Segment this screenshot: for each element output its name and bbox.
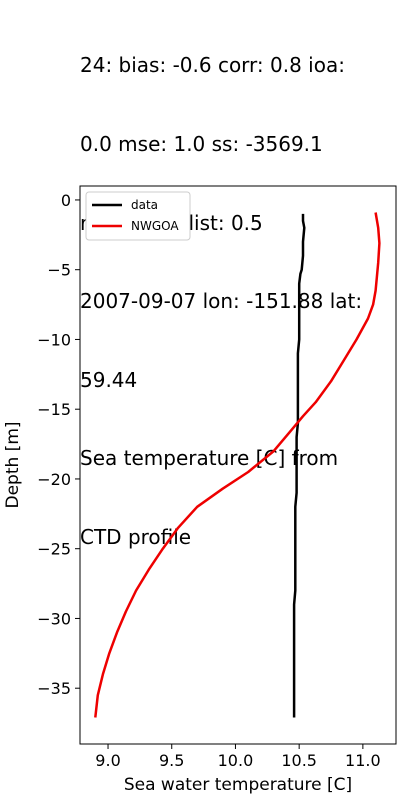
title-line: 0.0 mse: 1.0 ss: -3569.1 — [80, 132, 323, 156]
y-tick-label: −30 — [37, 609, 71, 628]
series-line-nwgoa — [94, 212, 381, 718]
y-axis-label: Depth [m] — [3, 421, 23, 508]
y-tick-label: −5 — [47, 261, 71, 280]
y-tick-label: −15 — [37, 400, 71, 419]
y-tick-label: 0 — [61, 191, 71, 210]
x-tick-label: 11.0 — [345, 751, 381, 770]
x-tick-label: 10.5 — [281, 751, 317, 770]
y-tick-label: −35 — [37, 679, 71, 698]
legend: data NWGOA — [85, 191, 191, 241]
y-tick-label: −10 — [37, 330, 71, 349]
x-axis-label: Sea water temperature [C] — [124, 775, 352, 795]
series-layer — [94, 212, 381, 718]
title-line: 24: bias: -0.6 corr: 0.8 ioa: — [80, 53, 345, 78]
axes-frame — [79, 185, 397, 745]
x-tick-label: 9.5 — [159, 751, 184, 770]
y-axis: 0 −5 −10 −15 −20 −25 −30 −35 — [37, 191, 80, 698]
y-tick-label: −25 — [37, 540, 71, 559]
x-tick-label: 9.0 — [95, 751, 120, 770]
title-line: 59.44 — [80, 367, 138, 392]
title-line: Sea temperature [C] from — [80, 446, 339, 471]
title-line: 2007-09-07 lon: -151.88 lat: — [80, 289, 363, 314]
legend-label-data: data — [131, 198, 158, 212]
series-line-data — [292, 213, 306, 718]
chart-title: 24: bias: -0.6 corr: 0.8 ioa: 0.0 mse: 1… — [80, 0, 398, 576]
legend-label-nwgoa: NWGOA — [131, 219, 179, 233]
y-tick-label: −20 — [37, 470, 71, 489]
x-axis: 9.0 9.5 10.0 10.5 11.0 — [95, 744, 381, 770]
x-tick-label: 10.0 — [218, 751, 254, 770]
